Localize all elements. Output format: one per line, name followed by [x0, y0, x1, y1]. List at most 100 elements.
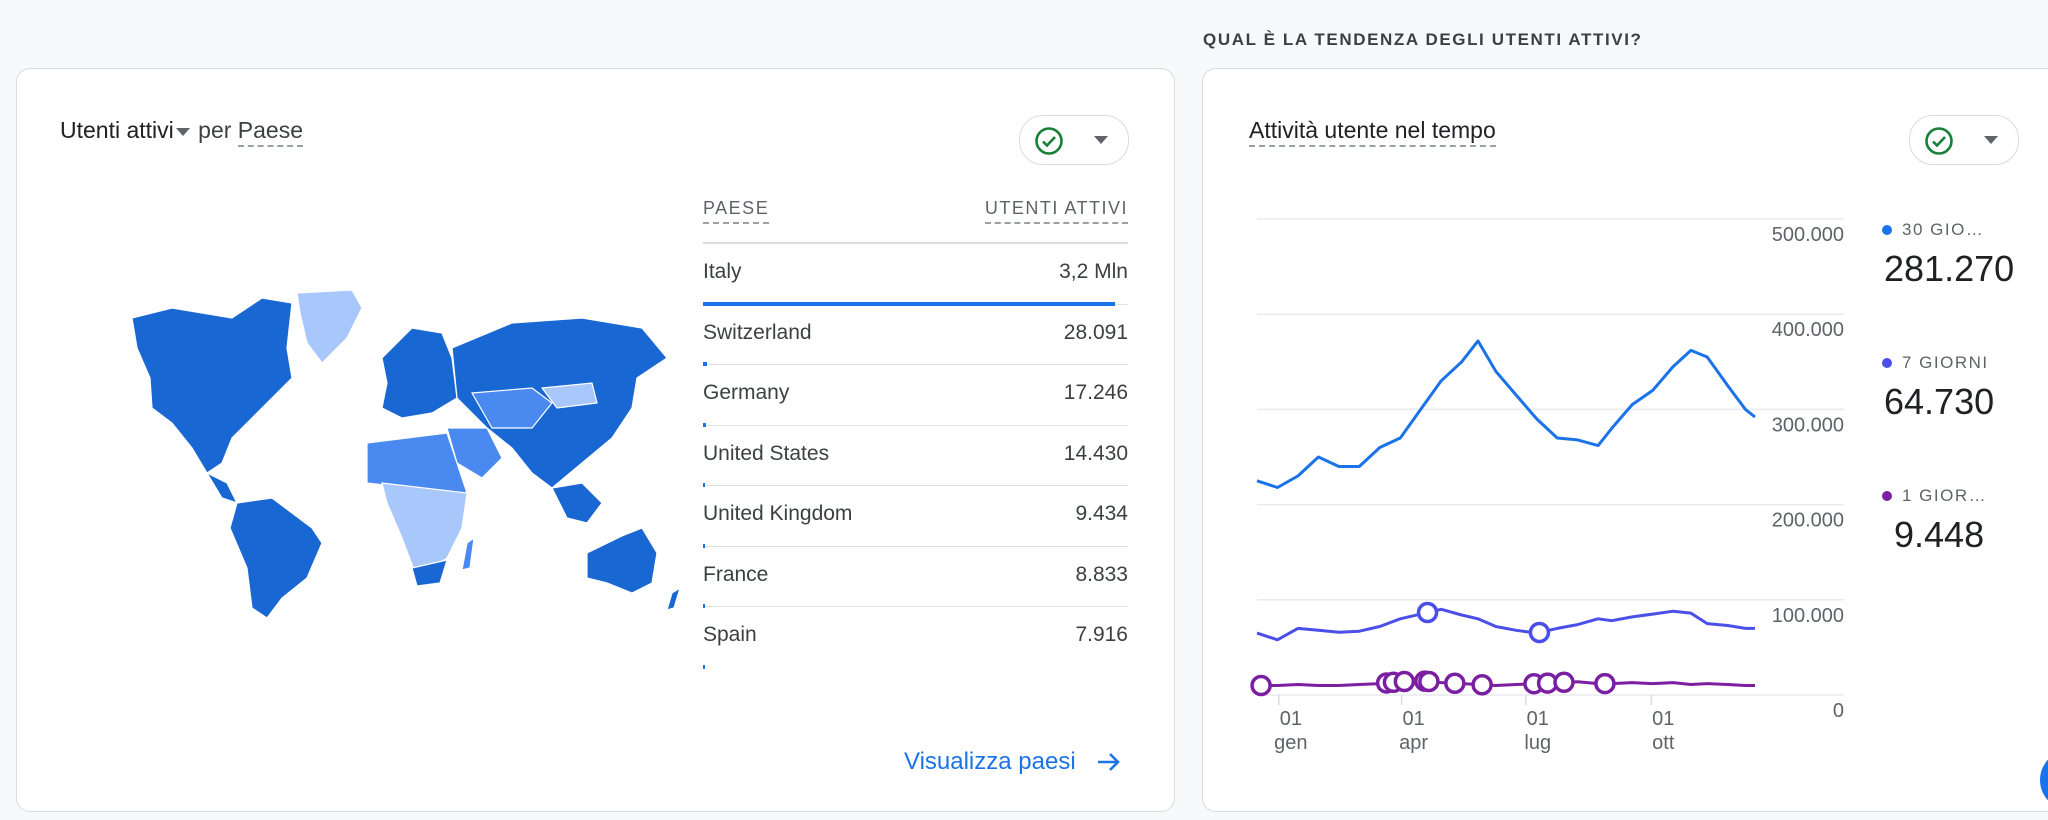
legend-label: 7 GIORNI: [1902, 353, 1989, 372]
x-tick-day: 01: [1652, 708, 1674, 730]
table-row[interactable]: Italy 3,2 Mln: [703, 244, 1128, 306]
anomaly-marker[interactable]: [1594, 672, 1616, 695]
legend-value: 281.270: [1884, 248, 2015, 289]
map-north-america[interactable]: [131, 297, 293, 474]
x-tick-month: lug: [1524, 732, 1551, 754]
anomaly-marker[interactable]: [1250, 674, 1272, 697]
y-tick-label: 100.000: [1772, 605, 1844, 627]
user-activity-card: [1202, 68, 2048, 812]
x-tick-day: 01: [1280, 708, 1302, 730]
y-tick-label: 200.000: [1772, 510, 1844, 532]
metric-dropdown-icon[interactable]: [175, 127, 190, 136]
legend-value: 9.448: [1894, 514, 1985, 555]
active-users-value: 28.091: [1063, 320, 1128, 344]
share-bar: [703, 664, 706, 669]
per-label: per: [198, 117, 232, 143]
country-name: Germany: [703, 381, 790, 404]
share-bar: [703, 301, 1116, 306]
anomaly-marker[interactable]: [1416, 601, 1439, 624]
legend-value: 64.730: [1884, 381, 1995, 422]
map-australia[interactable]: [586, 527, 658, 594]
map-south-america[interactable]: [229, 497, 323, 618]
map-central-america[interactable]: [205, 471, 239, 505]
map-south-africa[interactable]: [411, 559, 448, 587]
legend-label: 30 GIO…: [1902, 220, 1985, 239]
anomaly-marker[interactable]: [1418, 670, 1440, 693]
country-name: United States: [703, 441, 830, 465]
country-table: PAESE UTENTI ATTIVI Italy 3,2 Mln Switze…: [703, 198, 1128, 669]
anomaly-marker[interactable]: [1393, 670, 1416, 693]
dimension-selector[interactable]: Paese: [237, 117, 304, 147]
x-tick-month: apr: [1399, 732, 1428, 754]
legend-item[interactable]: 7 GIORNI 64.730: [1882, 353, 1994, 423]
country-name: United Kingdom: [703, 502, 853, 525]
chevron-down-icon: [1984, 136, 1998, 144]
anomaly-marker[interactable]: [1471, 673, 1493, 696]
legend-dot: [1882, 358, 1892, 368]
series-line-30-giorni: [1256, 339, 1756, 489]
share-bar: [703, 362, 707, 366]
table-row[interactable]: Germany 17.246: [703, 365, 1128, 427]
table-header: PAESE UTENTI ATTIVI: [703, 198, 1128, 244]
country-name: Italy: [703, 260, 742, 283]
map-greenland[interactable]: [296, 289, 363, 364]
view-countries-link[interactable]: Visualizza paesi: [904, 748, 1122, 776]
table-row[interactable]: France 8.833: [703, 547, 1128, 608]
country-name: Spain: [703, 623, 757, 646]
share-bar: [703, 543, 706, 548]
x-tick-month: gen: [1274, 732, 1307, 754]
map-africa-south[interactable]: [381, 482, 468, 579]
section-title: QUAL È LA TENDENZA DEGLI UTENTI ATTIVI?: [1203, 30, 1643, 49]
country-name: Switzerland: [703, 320, 812, 344]
check-circle-icon: [1925, 127, 1953, 155]
activity-card-title[interactable]: Attività utente nel tempo: [1249, 117, 1496, 147]
anomaly-marker[interactable]: [1553, 671, 1575, 694]
anomaly-marker[interactable]: [1528, 621, 1551, 644]
world-map[interactable]: [112, 288, 682, 618]
table-row[interactable]: United Kingdom 9.434: [703, 486, 1128, 548]
metric-selector[interactable]: Utenti attivi: [60, 117, 174, 143]
series-line-7-giorni: [1256, 607, 1755, 642]
legend-label: 1 GIOR…: [1902, 486, 1988, 505]
active-users-value: 17.246: [1063, 381, 1128, 404]
x-tick-day: 01: [1402, 708, 1424, 730]
arrow-right-icon: [1097, 753, 1120, 771]
share-bar: [703, 483, 706, 487]
card-title: Utenti attivi per Paese: [60, 117, 304, 147]
map-europe[interactable]: [381, 327, 458, 419]
insights-button[interactable]: [1019, 115, 1129, 165]
x-tick-month: ott: [1652, 732, 1675, 754]
chevron-down-icon: [1094, 136, 1108, 144]
y-tick-label: 0: [1833, 700, 1844, 722]
table-row[interactable]: Switzerland 28.091: [703, 305, 1128, 366]
active-users-value: 7.916: [1075, 623, 1128, 646]
anomaly-marker[interactable]: [1444, 672, 1466, 695]
floating-action-button[interactable]: [2040, 750, 2048, 810]
map-central-asia[interactable]: [471, 387, 553, 429]
y-tick-label: 500.000: [1772, 224, 1844, 246]
country-name: France: [703, 562, 769, 586]
map-madagascar[interactable]: [461, 536, 475, 571]
column-header-country[interactable]: PAESE: [703, 198, 770, 224]
active-users-value: 14.430: [1063, 441, 1128, 465]
map-mongolia[interactable]: [540, 382, 598, 409]
y-tick-label: 300.000: [1772, 414, 1844, 436]
view-countries-label: Visualizza paesi: [904, 748, 1076, 775]
active-users-value: 9.434: [1075, 502, 1128, 525]
table-row[interactable]: United States 14.430: [703, 426, 1128, 487]
active-users-value: 8.833: [1075, 562, 1128, 586]
map-new-zealand[interactable]: [666, 586, 682, 611]
activity-chart[interactable]: 500.000400.000300.000200.000100.000001ge…: [1202, 0, 1862, 820]
legend-item[interactable]: 30 GIO… 281.270: [1882, 220, 2014, 290]
column-header-active-users[interactable]: UTENTI ATTIVI: [984, 198, 1128, 224]
activity-title-label: Attività utente nel tempo: [1249, 117, 1496, 147]
share-bar: [703, 422, 706, 427]
map-southeast-asia[interactable]: [551, 482, 603, 524]
x-tick-day: 01: [1527, 708, 1549, 730]
activity-insights-button[interactable]: [1909, 115, 2019, 165]
legend-item[interactable]: 1 GIOR… 9.448: [1882, 486, 1987, 556]
table-row[interactable]: Spain 7.916: [703, 607, 1128, 669]
legend-dot: [1882, 225, 1892, 235]
active-users-value: 3,2 Mln: [1059, 260, 1128, 283]
series-line-1-giorno: [1257, 679, 1755, 687]
